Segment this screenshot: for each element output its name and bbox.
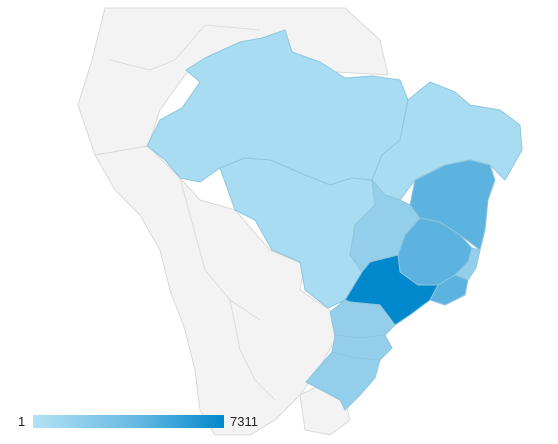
country-borders [109, 24, 276, 401]
legend-min-label: 1 [18, 414, 26, 429]
color-legend: 1 7311 [0, 411, 280, 435]
legend-max-label: 7311 [230, 414, 258, 429]
legend-gradient-bar [33, 415, 224, 428]
brazil [146, 29, 523, 411]
land-northwest [77, 7, 389, 156]
region-rio-grande-do-sul[interactable] [305, 351, 381, 411]
border-line-2 [229, 299, 276, 401]
border-line-3 [109, 24, 261, 71]
border-line-1 [179, 177, 261, 321]
surrounding-countries [77, 7, 389, 436]
